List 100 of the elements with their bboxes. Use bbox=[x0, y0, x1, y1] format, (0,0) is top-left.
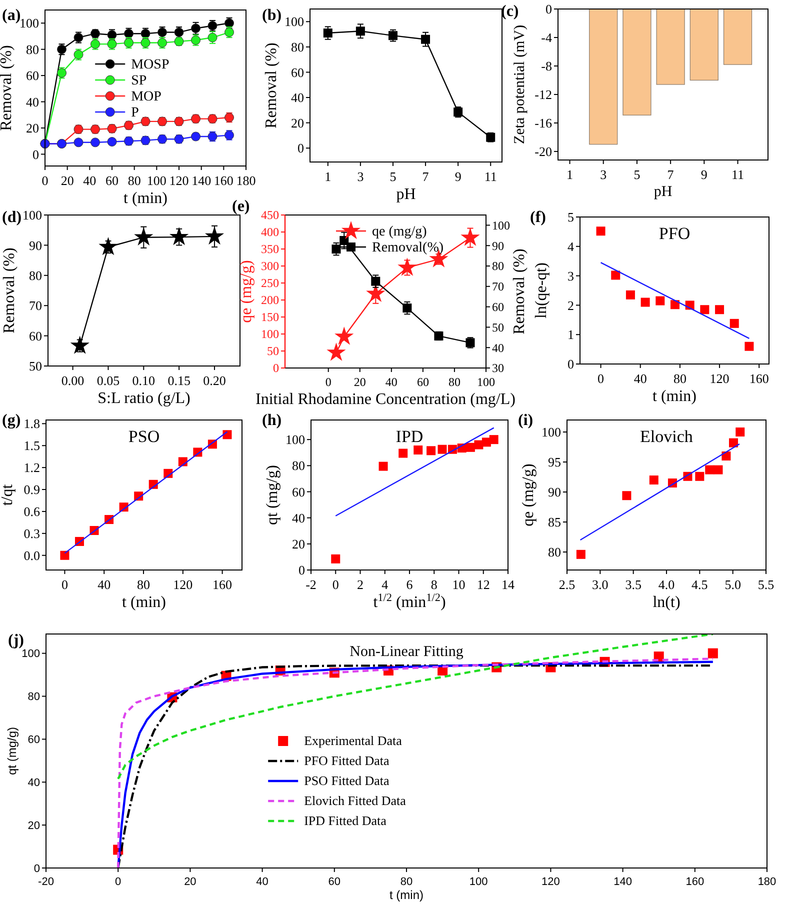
x-tick-label: 120 bbox=[710, 371, 730, 386]
x-axis-title: t (min) bbox=[652, 388, 696, 405]
point bbox=[438, 444, 447, 454]
point bbox=[98, 236, 118, 256]
y-tick-label: 50 bbox=[267, 344, 279, 358]
point bbox=[649, 476, 658, 484]
point bbox=[107, 137, 117, 146]
y-tick-label: 1.5 bbox=[24, 438, 40, 454]
y-axis-title: ln(qe-qt) bbox=[533, 262, 550, 318]
chart-title: (d) bbox=[2, 209, 22, 226]
point bbox=[323, 28, 332, 38]
x-tick-label: 140 bbox=[614, 876, 632, 888]
x-tick-label: 6 bbox=[406, 577, 414, 592]
x-tick-label: 3 bbox=[357, 169, 364, 184]
x-tick-label: 60 bbox=[106, 173, 118, 188]
x-tick-label: 5.0 bbox=[724, 577, 741, 592]
x-tick-label: 0.05 bbox=[96, 373, 120, 388]
y-axis-title: Removal (%) bbox=[0, 45, 15, 131]
x-tick-label: 4 bbox=[382, 577, 389, 592]
x-axis-title: S:L ratio (g/L) bbox=[98, 390, 190, 407]
y-tick-label: 60 bbox=[291, 64, 304, 80]
y-axis-title: Zeta potential (mV) bbox=[512, 24, 528, 144]
chart-title: (j) bbox=[8, 632, 24, 649]
y2-tick-label: 30 bbox=[492, 361, 504, 376]
y-axis-title: qe (mg/g) bbox=[520, 464, 537, 526]
x-tick-label: 2.5 bbox=[558, 577, 576, 592]
y-tick-label: 20 bbox=[26, 120, 39, 136]
x-tick-label: 100 bbox=[469, 876, 488, 888]
y-tick-label: 80 bbox=[28, 691, 40, 704]
y-tick-label: -16 bbox=[534, 116, 552, 131]
y-tick-label: 40 bbox=[292, 510, 305, 526]
y-tick-label: 40 bbox=[28, 776, 40, 789]
x-tick-label: 3.5 bbox=[625, 577, 642, 592]
point bbox=[728, 438, 738, 448]
x-tick-label: 120 bbox=[173, 577, 193, 592]
point bbox=[700, 305, 710, 314]
y2-tick-label: 100 bbox=[492, 218, 510, 232]
point bbox=[715, 305, 724, 314]
x-tick-label: 80 bbox=[128, 173, 141, 188]
y2-tick-label: 50 bbox=[492, 320, 504, 334]
y-tick-label: 0 bbox=[568, 356, 574, 372]
point bbox=[402, 304, 412, 313]
y-tick-label: -8 bbox=[541, 58, 552, 74]
legend-label: PFO Fitted Data bbox=[304, 752, 390, 768]
legend-label: P bbox=[131, 106, 140, 121]
x-tick-label: 80 bbox=[137, 577, 150, 592]
x-tick-label: 40 bbox=[385, 375, 398, 389]
y-tick-label: 80 bbox=[291, 39, 304, 54]
chart-title: (g) bbox=[2, 412, 21, 429]
y-tick-label: 0.0 bbox=[24, 548, 40, 563]
x-axis-title: t (min) bbox=[122, 594, 166, 611]
x-tick-label: 160 bbox=[214, 173, 234, 188]
point bbox=[714, 465, 723, 474]
y-tick-label: 350 bbox=[261, 242, 279, 256]
chart-title: (f) bbox=[530, 209, 546, 226]
annotation: Non-Linear Fitting bbox=[350, 644, 464, 660]
x-tick-label: 0 bbox=[325, 375, 332, 389]
x-tick-label: 7 bbox=[667, 167, 674, 182]
y-axis-title: qt (mg/g) bbox=[264, 465, 281, 525]
x-axis-title: pH bbox=[396, 186, 416, 203]
legend-label: Experimental Data bbox=[304, 732, 402, 748]
x-axis-title: pH bbox=[654, 184, 672, 200]
legend-label: PSO Fitted Data bbox=[304, 772, 390, 788]
x-tick-label: 3.0 bbox=[592, 577, 608, 592]
y-tick-label: 60 bbox=[29, 328, 42, 344]
y-tick-label: 100 bbox=[22, 208, 42, 223]
x-axis-title: ln(t) bbox=[652, 594, 680, 611]
x-tick-label: 0.20 bbox=[203, 373, 226, 388]
x-tick-label: 3 bbox=[600, 167, 607, 182]
x-tick-label: 11 bbox=[484, 169, 497, 184]
chart-title: (i) bbox=[518, 412, 534, 429]
y-tick-label: 100 bbox=[284, 14, 304, 30]
x-tick-label: 40 bbox=[634, 371, 647, 386]
x-tick-label: 0 bbox=[61, 577, 68, 592]
x-tick-label: 14 bbox=[502, 577, 515, 592]
y2-tick-label: 90 bbox=[492, 238, 504, 253]
y-tick-label: 2 bbox=[568, 298, 574, 313]
point bbox=[596, 226, 606, 236]
x-tick-label: 40 bbox=[98, 577, 111, 592]
point bbox=[626, 290, 635, 300]
y2-tick-label: 40 bbox=[492, 340, 504, 355]
point bbox=[170, 226, 189, 246]
y-tick-label: 0.3 bbox=[24, 526, 40, 541]
x-tick-label: 9 bbox=[700, 167, 708, 182]
point bbox=[489, 435, 498, 444]
y-tick-label: 60 bbox=[28, 734, 40, 746]
point bbox=[414, 446, 423, 454]
legend-label: SP bbox=[131, 74, 147, 89]
point bbox=[744, 342, 754, 351]
y2-tick-label: 70 bbox=[492, 280, 504, 294]
x-tick-label: 5 bbox=[390, 169, 396, 184]
point bbox=[222, 430, 232, 440]
y-tick-label: 250 bbox=[261, 276, 279, 290]
y-tick-label: 20 bbox=[28, 820, 40, 832]
point bbox=[398, 258, 417, 276]
y-tick-label: 20 bbox=[291, 115, 304, 130]
y-tick-label: 5 bbox=[568, 210, 574, 225]
legend-label: MOSP bbox=[131, 58, 170, 73]
x-tick-label: 180 bbox=[236, 173, 256, 188]
chart-title: (b) bbox=[262, 7, 282, 24]
